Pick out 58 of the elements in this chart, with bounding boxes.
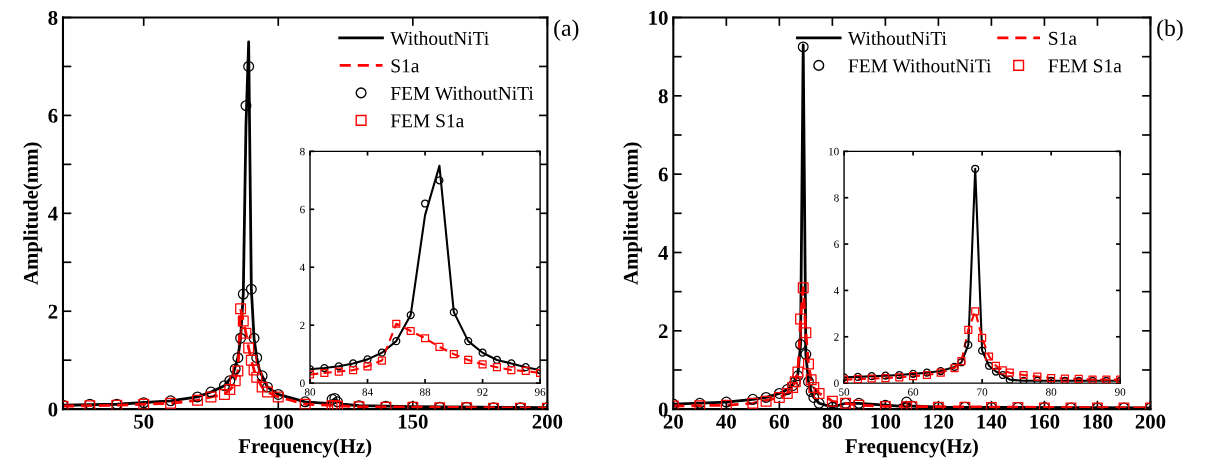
x-tick-label: 80 [822, 414, 842, 429]
legend-label: FEM S1a [1048, 59, 1122, 73]
y-tick-label: 6 [834, 240, 839, 249]
y-tick-label: 10 [829, 147, 839, 156]
y-tick-label: 8 [658, 89, 668, 104]
text: (b) [1157, 19, 1183, 41]
y-tick-label: 4 [47, 206, 58, 221]
x-tick-label: 50 [134, 414, 154, 429]
x-tick-label: 70 [977, 388, 988, 396]
legend-label: WithoutNiTi [847, 31, 947, 46]
x-tick-label: 150 [398, 414, 428, 429]
y-tick-label: 2 [658, 324, 668, 339]
y-tick-label: 6 [48, 108, 58, 123]
x-tick-label: 40 [716, 414, 736, 429]
x-tick-label: 50 [839, 388, 850, 396]
x-tick-label: 84 [362, 388, 373, 396]
x-tick-label: 80 [1046, 388, 1057, 396]
y-tick-label: 4 [299, 263, 305, 272]
legend-label: WithoutNiTi [390, 31, 489, 46]
x-tick-label: 88 [419, 388, 431, 396]
y-tick-label: 8 [834, 194, 839, 202]
x-tick-label: 90 [1114, 388, 1126, 396]
y-tick-label: 4 [658, 246, 669, 260]
x-tick-label: 180 [1083, 414, 1113, 429]
x-axis-title: Frequency(Hz) [845, 438, 978, 458]
x-tick-label: 60 [769, 414, 789, 429]
x-axis-title: Frequency(Hz) [238, 438, 372, 458]
text: (a) [554, 19, 579, 41]
x-tick-label: 96 [534, 388, 546, 396]
x-tick-label: 200 [1135, 414, 1166, 429]
y-tick-label: 2 [834, 333, 839, 341]
x-tick-label: 160 [1030, 414, 1060, 429]
y-tick-label: 8 [300, 147, 305, 156]
legend-label: FEM S1a [390, 114, 465, 128]
y-tick-label: 6 [658, 167, 668, 182]
legend-label: FEM WithoutNiTi [848, 58, 992, 73]
x-tick-label: 120 [924, 414, 954, 429]
legend-label: S1a [1049, 31, 1077, 45]
y-tick-label: 0 [48, 402, 58, 417]
y-tick-label: 2 [300, 321, 305, 330]
legend-label: FEM WithoutNiTi [390, 86, 534, 100]
legend-label: S1a [391, 59, 420, 73]
y-axis-title: Amplitude(mm) [623, 142, 643, 285]
y-tick-label: 0 [300, 379, 305, 388]
y-tick-label: 0 [834, 379, 839, 388]
y-axis-title: Amplitude(mm) [23, 142, 43, 285]
x-tick-label: 140 [977, 414, 1007, 429]
y-tick-label: 10 [649, 10, 668, 25]
y-tick-label: 4 [833, 286, 840, 295]
x-tick-label: 92 [477, 388, 488, 396]
x-tick-label: 60 [908, 388, 919, 396]
x-tick-label: 80 [304, 388, 316, 396]
y-tick-label: 8 [48, 10, 58, 25]
x-tick-label: 100 [871, 414, 901, 429]
x-tick-label: 100 [264, 414, 294, 429]
y-tick-label: 6 [300, 205, 305, 214]
x-tick-label: 200 [532, 414, 563, 429]
y-tick-label: 2 [48, 304, 58, 319]
